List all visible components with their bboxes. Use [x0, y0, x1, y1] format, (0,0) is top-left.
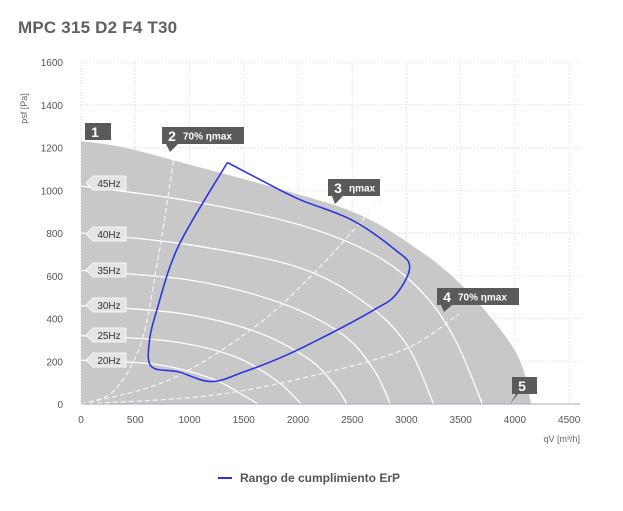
callout-flag	[162, 127, 244, 152]
speed-curve	[80, 185, 483, 405]
y-tick-label: 0	[57, 400, 63, 411]
x-tick-label: 4500	[558, 415, 581, 426]
x-tick-label: 0	[78, 415, 84, 426]
speed-label-text: 30Hz	[97, 301, 120, 312]
speed-curve	[80, 359, 259, 405]
x-tick-label: 4000	[504, 415, 527, 426]
callout-5: 5	[510, 377, 537, 404]
operating-envelope	[81, 141, 532, 404]
speed-label-text: 35Hz	[97, 266, 120, 277]
speed-label-text: 20Hz	[97, 356, 120, 367]
speed-label-35Hz: 35Hz	[85, 262, 127, 278]
erp-range-line	[147, 161, 411, 383]
system-curves	[80, 140, 459, 405]
speed-label-text: 25Hz	[97, 331, 120, 342]
callout-number: 4	[443, 289, 451, 305]
y-tick-label: 800	[46, 229, 63, 240]
speed-label-30Hz: 30Hz	[85, 297, 127, 313]
speed-curve	[80, 269, 391, 405]
legend[interactable]: Rango de cumplimiento ErP	[218, 471, 400, 485]
speed-label-45Hz: 45Hz	[85, 175, 127, 191]
y-tick-label: 1200	[41, 144, 64, 155]
x-tick-label: 1000	[178, 415, 201, 426]
callout-3: 3 ηmax	[328, 179, 380, 204]
envelope-area	[81, 141, 532, 404]
speed-label-box	[85, 297, 127, 313]
callouts: 1 2 70% ηmax 3 ηmax 4 70% ηmax 5	[81, 123, 537, 404]
x-tick-label: 2000	[287, 415, 310, 426]
system-curve	[80, 140, 178, 405]
x-tick-label: 500	[127, 415, 144, 426]
callout-number: 2	[168, 128, 176, 144]
speed-label-box	[85, 226, 127, 242]
y-tick-label: 1400	[41, 101, 64, 112]
speed-label-box	[85, 352, 127, 368]
callout-text: ηmax	[349, 184, 376, 195]
x-tick-label: 2500	[341, 415, 364, 426]
speed-label-box	[85, 327, 127, 343]
system-curve	[80, 194, 386, 405]
callout-flag	[81, 123, 111, 146]
callout-text: 70% ηmax	[458, 293, 507, 304]
callout-text: 70% ηmax	[183, 132, 232, 143]
y-tick-label: 200	[46, 357, 63, 368]
x-axis-label: qV [m³/h]	[543, 434, 580, 444]
y-tick-label: 600	[46, 272, 63, 283]
speed-label-text: 40Hz	[97, 230, 120, 241]
callout-2: 2 70% ηmax	[162, 127, 244, 152]
chart-title: MPC 315 D2 F4 T30	[18, 18, 178, 37]
y-tick-label: 400	[46, 315, 63, 326]
y-axis-label: psf [Pa]	[19, 93, 29, 124]
speed-label-40Hz: 40Hz	[85, 226, 127, 242]
x-tick-label: 3000	[395, 415, 418, 426]
speed-label-text: 45Hz	[97, 179, 120, 190]
speed-label-20Hz: 20Hz	[85, 352, 127, 368]
callout-number: 1	[91, 124, 99, 140]
callout-number: 3	[334, 180, 342, 196]
speed-curve	[80, 334, 302, 405]
legend-label: Rango de cumplimiento ErP	[240, 471, 401, 485]
speed-label-25Hz: 25Hz	[85, 327, 127, 343]
y-tick-label: 1600	[41, 58, 64, 69]
speed-curves	[80, 185, 483, 405]
callout-4: 4 70% ηmax	[437, 288, 519, 312]
speed-curve	[80, 232, 435, 405]
speed-label-box	[85, 175, 127, 191]
y-tick-label: 1000	[41, 186, 64, 197]
callout-1: 1	[81, 123, 111, 146]
x-tick-label: 1500	[233, 415, 256, 426]
x-tick-label: 3500	[450, 415, 473, 426]
speed-label-box	[85, 262, 127, 278]
erp-range	[147, 161, 411, 383]
legend-line-swatch	[218, 477, 232, 479]
callout-number: 5	[518, 378, 526, 394]
labels: 0 500 1000 1500 2000 2500 3000 3500 4000 4500 0 200…	[19, 58, 581, 444]
callout-flag	[437, 288, 519, 312]
callout-flag	[510, 377, 537, 404]
system-curve	[80, 313, 459, 405]
callout-flag	[328, 179, 380, 204]
